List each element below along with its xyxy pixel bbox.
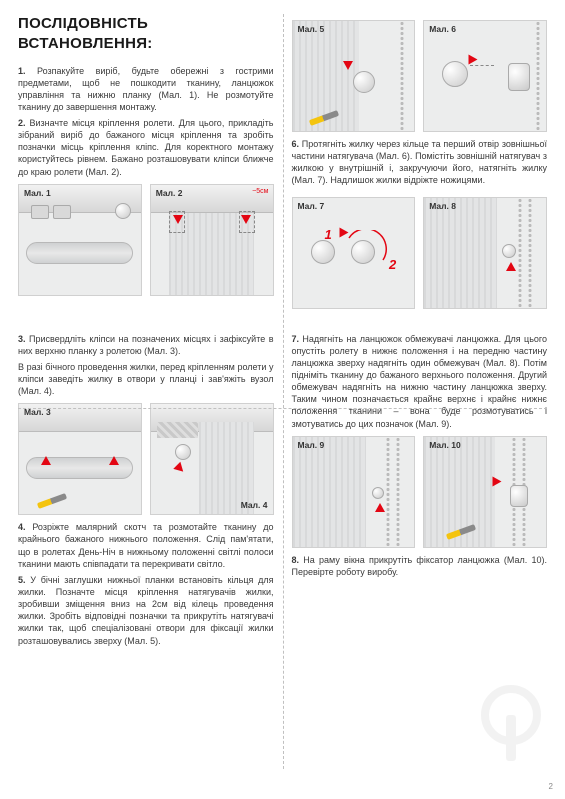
cell-top-left: ПОСЛІДОВНІСТЬ ВСТАНОВЛЕННЯ: 1. Розпакуйт… bbox=[18, 14, 274, 315]
figure-1: Мал. 1 bbox=[18, 184, 142, 296]
measure-label: ~5см bbox=[252, 187, 268, 196]
figure-label: Мал. 7 bbox=[298, 201, 325, 212]
figure-label: Мал. 1 bbox=[24, 188, 51, 199]
figure-row-9-10: Мал. 9 Мал. 10 bbox=[292, 436, 548, 548]
figure-row-3-4: Мал. 3 Мал. 4 bbox=[18, 403, 274, 515]
figure-label: Мал. 9 bbox=[298, 440, 325, 451]
figure-label: Мал. 10 bbox=[429, 440, 461, 451]
divider-vertical bbox=[283, 14, 284, 769]
figure-6: Мал. 6 bbox=[423, 20, 547, 132]
figure-5: Мал. 5 bbox=[292, 20, 416, 132]
step-3b: В разі бічного проведення жилки, перед к… bbox=[18, 361, 274, 397]
figure-3: Мал. 3 bbox=[18, 403, 142, 515]
cell-bottom-left: 3. Присвердліть кліпси на позначених міс… bbox=[18, 323, 274, 651]
step-1: 1. Розпакуйте виріб, будьте обережні з г… bbox=[18, 65, 274, 114]
step-6: 6. Протягніть жилку через кільце та перш… bbox=[292, 138, 548, 187]
step-2: 2. Визначте місця кріплення ролети. Для … bbox=[18, 117, 274, 178]
cell-top-right: Мал. 5 Мал. 6 6. Протягніть жилку через … bbox=[292, 14, 548, 315]
page-number: 2 bbox=[549, 782, 553, 793]
figure-label: Мал. 3 bbox=[24, 407, 51, 418]
callout-2: 2 bbox=[389, 256, 396, 274]
step-4: 4. Розріжте малярний скотч та розмотайте… bbox=[18, 521, 274, 570]
step-8: 8. На раму вікна прикрутіть фіксатор лан… bbox=[292, 554, 548, 578]
step-7: 7. Надягніть на ланцюжок обмежувачі ланц… bbox=[292, 333, 548, 430]
page-title: ПОСЛІДОВНІСТЬ ВСТАНОВЛЕННЯ: bbox=[18, 14, 274, 55]
step-3: 3. Присвердліть кліпси на позначених міс… bbox=[18, 333, 274, 357]
figure-label: Мал. 5 bbox=[298, 24, 325, 35]
step-5: 5. У бічні заглушки нижньої планки встан… bbox=[18, 574, 274, 647]
figure-10: Мал. 10 bbox=[423, 436, 547, 548]
figure-9: Мал. 9 bbox=[292, 436, 416, 548]
cell-bottom-right: 7. Надягніть на ланцюжок обмежувачі ланц… bbox=[292, 323, 548, 651]
figure-4: Мал. 4 bbox=[150, 403, 274, 515]
figure-row-7-8: Мал. 7 1 2 Мал. 8 bbox=[292, 197, 548, 309]
figure-label: Мал. 8 bbox=[429, 201, 456, 212]
callout-1: 1 bbox=[325, 226, 332, 244]
figure-label: Мал. 2 bbox=[156, 188, 183, 199]
figure-2: Мал. 2 ~5см bbox=[150, 184, 274, 296]
figure-label: Мал. 4 bbox=[241, 500, 268, 511]
figure-label: Мал. 6 bbox=[429, 24, 456, 35]
figure-8: Мал. 8 bbox=[423, 197, 547, 309]
divider-horizontal bbox=[18, 408, 547, 409]
watermark-icon bbox=[471, 675, 551, 755]
figure-7: Мал. 7 1 2 bbox=[292, 197, 416, 309]
figure-row-1-2: Мал. 1 Мал. 2 ~5см bbox=[18, 184, 274, 296]
figure-row-5-6: Мал. 5 Мал. 6 bbox=[292, 20, 548, 132]
